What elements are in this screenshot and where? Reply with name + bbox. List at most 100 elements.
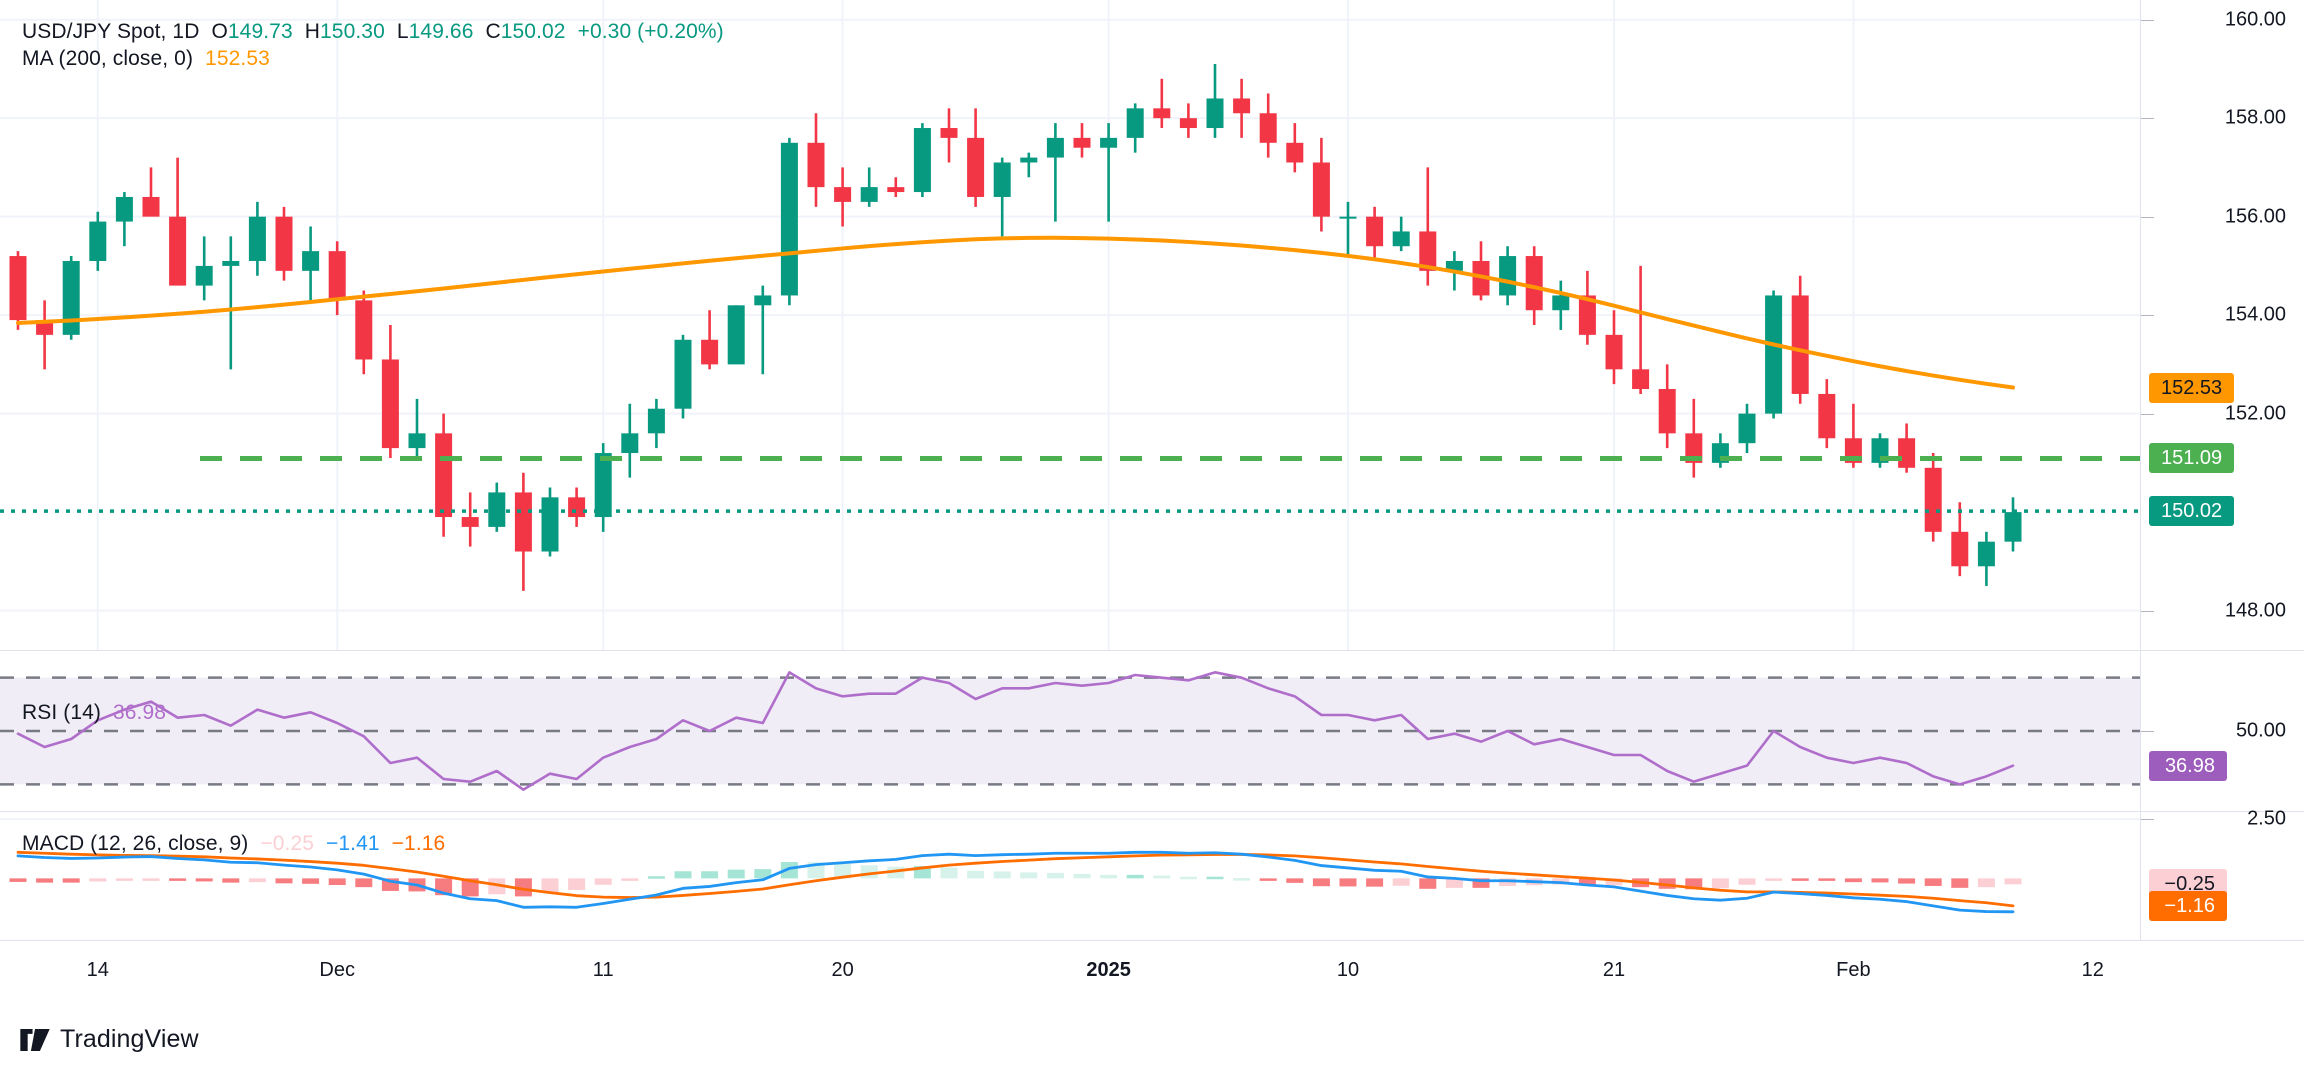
- candle-body: [940, 128, 958, 138]
- macd-histogram-bar: [1898, 878, 1916, 884]
- rsi-line: [16, 671, 2015, 791]
- time-axis-tick-label: 11: [592, 959, 614, 981]
- candle-body: [1605, 334, 1623, 370]
- macd-histogram-bar: [1419, 878, 1437, 889]
- time-axis[interactable]: 14Dec112020251021Feb12Mar: [0, 940, 2304, 1003]
- macd-signal-badge[interactable]: −1.16: [2149, 890, 2227, 921]
- macd-histogram-bar: [1366, 878, 1384, 887]
- macd-histogram-bar: [169, 878, 187, 881]
- brand-watermark[interactable]: TradingView: [20, 1025, 199, 1054]
- macd-histogram-bar: [36, 878, 54, 883]
- macd-histogram-bar: [1020, 872, 1038, 879]
- macd-histogram-bar: [488, 878, 506, 895]
- macd-histogram-bar: [89, 878, 107, 882]
- macd-histogram-bar: [967, 870, 985, 879]
- candle-body: [674, 339, 692, 409]
- macd-histogram-bar: [1977, 878, 1995, 888]
- price-axis-divider: [2140, 0, 2141, 940]
- macd-line: [16, 850, 2015, 914]
- candle-body: [967, 137, 985, 197]
- candle-body: [408, 433, 426, 449]
- candle-body: [1791, 295, 1809, 394]
- pane-separator-macd: [0, 811, 2304, 812]
- candle-body: [1499, 256, 1517, 296]
- macd-chart-canvas[interactable]: [0, 812, 2140, 940]
- axis-tick-mark: [2141, 118, 2154, 120]
- candle-body: [1898, 438, 1916, 468]
- candle-body: [1312, 162, 1330, 217]
- candle-body: [568, 497, 586, 518]
- macd-histogram-bar: [1658, 878, 1676, 889]
- macd-histogram-bar: [222, 878, 240, 883]
- candle-body: [1525, 256, 1543, 311]
- macd-histogram-bar: [940, 867, 958, 879]
- macd-histogram-bar: [1206, 876, 1224, 880]
- candle-body: [1765, 295, 1783, 414]
- macd-histogram-bar: [1472, 878, 1490, 888]
- price-axis[interactable]: 160.00 158.00 156.00 154.00 152.00 148.00 152.…: [2141, 0, 2304, 650]
- candle-body: [1818, 393, 1836, 439]
- candle-body: [355, 300, 373, 360]
- axis-tick-mark: [2141, 315, 2154, 317]
- level-price-badge[interactable]: 151.09: [2149, 443, 2235, 474]
- rsi-axis-tick-label: 50.00: [2235, 719, 2286, 742]
- candle-body: [1738, 413, 1756, 444]
- rsi-axis[interactable]: 50.00 36.98: [2141, 651, 2304, 811]
- price-pane[interactable]: [0, 0, 2140, 650]
- macd-histogram-bar: [1233, 878, 1251, 881]
- candle-body: [1632, 369, 1650, 390]
- candle-body: [195, 265, 213, 286]
- macd-histogram-bar: [62, 878, 80, 883]
- candle-body: [169, 216, 187, 286]
- price-axis-tick-label: 160.00: [2224, 8, 2286, 31]
- candle-body: [9, 256, 27, 321]
- macd-histogram-bar: [1578, 878, 1596, 886]
- candle-body: [1179, 118, 1197, 129]
- candle-body: [1153, 108, 1171, 119]
- candle-body: [461, 517, 479, 527]
- rsi-value-badge[interactable]: 36.98: [2149, 750, 2227, 781]
- macd-histogram-bar: [1791, 878, 1809, 881]
- macd-histogram-bar: [1339, 878, 1357, 887]
- axis-tick-mark: [2141, 19, 2154, 21]
- rsi-chart-canvas[interactable]: [0, 651, 2140, 811]
- candle-body: [1020, 157, 1038, 163]
- candle-body: [1658, 389, 1676, 434]
- ma-200-line: [16, 235, 2015, 390]
- ma-price-badge[interactable]: 152.53: [2149, 372, 2235, 403]
- macd-histogram-bar: [834, 863, 852, 879]
- macd-histogram-bar: [621, 878, 639, 881]
- candle-body: [1951, 531, 1969, 567]
- macd-histogram-bar: [1738, 878, 1756, 885]
- candle-body: [1419, 231, 1437, 271]
- candle-body: [2004, 512, 2022, 542]
- macd-histogram-bar: [461, 878, 479, 897]
- macd-histogram-bar: [887, 866, 905, 879]
- candle-body: [1445, 260, 1463, 271]
- candle-body: [1392, 231, 1410, 247]
- price-axis-tick-label: 152.00: [2224, 402, 2286, 425]
- candle-body: [807, 142, 825, 188]
- candle-body: [1206, 98, 1224, 129]
- macd-histogram-bar: [541, 878, 559, 893]
- macd-histogram-bar: [1844, 878, 1862, 883]
- axis-tick-mark: [2141, 413, 2154, 415]
- brand-name: TradingView: [60, 1025, 199, 1053]
- macd-histogram-bar: [1046, 872, 1064, 879]
- axis-tick-mark: [2141, 731, 2154, 732]
- macd-pane[interactable]: [0, 812, 2140, 940]
- axis-tick-mark: [2141, 610, 2154, 612]
- macd-histogram-bar: [754, 869, 772, 879]
- price-chart-canvas[interactable]: [0, 0, 2140, 650]
- macd-histogram-bar: [727, 869, 745, 879]
- macd-axis[interactable]: 2.50 −0.25 −1.16: [2141, 808, 2304, 940]
- macd-histogram-bar: [701, 871, 719, 879]
- last-price-badge[interactable]: 150.02: [2149, 496, 2235, 527]
- macd-histogram-bar: [9, 878, 27, 882]
- axis-tick-mark: [2141, 819, 2154, 821]
- candle-body: [1552, 295, 1570, 311]
- macd-histogram-bar: [1286, 878, 1304, 883]
- rsi-pane[interactable]: [0, 651, 2140, 811]
- candle-body: [1924, 467, 1942, 532]
- candle-body: [701, 339, 719, 365]
